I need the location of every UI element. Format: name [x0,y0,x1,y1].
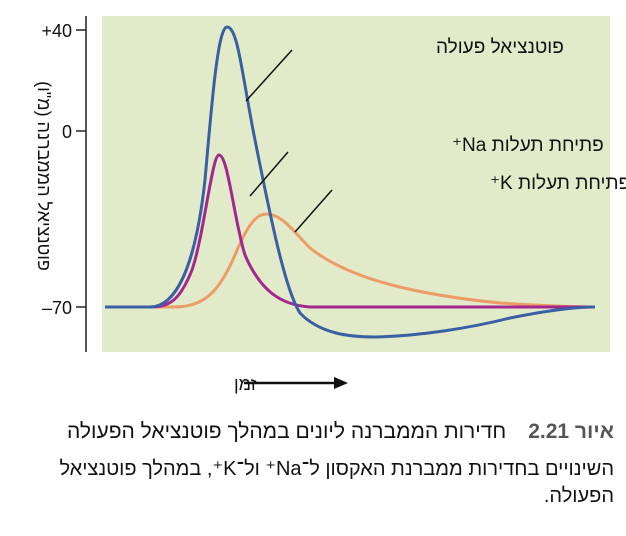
na-channels-label: פתיחת תעלות Na⁺ [452,135,604,156]
y-tick-label-0: 0 [62,122,72,142]
y-axis [76,16,87,352]
k-channels-curve [105,212,596,309]
figure-number: איור 2.21 [528,420,614,443]
action-potential-leader [245,49,293,102]
figure-caption-body: השינויים בחדירות ממברנת האקסון ל־Na⁺ ול־… [59,458,614,507]
caption-title-line: איור 2.21 חדירות הממברנה ליונים במהלך פוט… [14,420,614,444]
na-channels-leader [249,151,289,197]
y-tick-label-minus70: –70 [42,298,72,318]
plot-area [102,16,610,352]
k-channels-leader [294,189,333,233]
k-channels-label: פתיחת תעלות K⁺ [490,173,626,194]
membrane-permeability-figure: +40 0 –70 פוטנציאל הממברנה (מ"ו) פוטנציא… [34,16,626,394]
action-potential-label: פוטנציאל פעולה [436,37,564,58]
y-tick-label-plus40: +40 [41,21,72,41]
figure-title: חדירות הממברנה ליונים במהלך פוטנציאל הפע… [67,420,507,443]
y-axis-label: פוטנציאל הממברנה (מ"ו) [34,81,54,271]
na-channels-curve [105,153,595,309]
action-potential-curve [105,25,596,339]
time-arrow-icon [244,377,348,389]
